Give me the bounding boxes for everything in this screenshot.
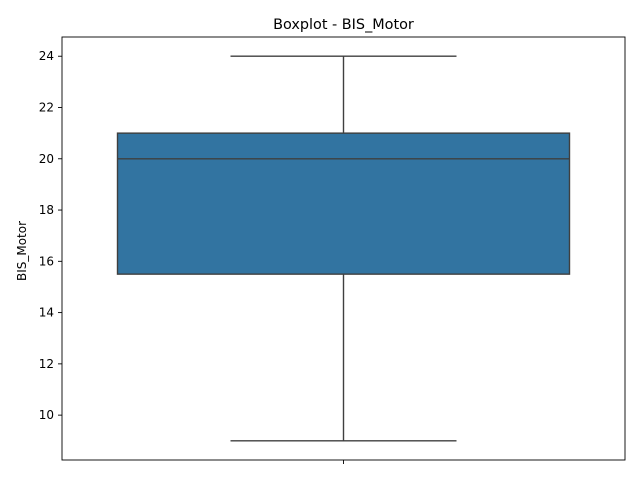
y-tick-label: 12 [39, 357, 54, 371]
y-axis-label: BIS_Motor [15, 221, 29, 281]
iqr-box [116, 132, 571, 275]
y-tick-label: 14 [39, 306, 54, 320]
y-tick-label: 22 [39, 101, 54, 115]
y-tick-label: 18 [39, 203, 54, 217]
y-tick-label: 24 [39, 49, 54, 63]
y-tick-label: 16 [39, 254, 54, 268]
y-tick-label: 20 [39, 152, 54, 166]
y-tick-label: 10 [39, 408, 54, 422]
chart-title: Boxplot - BIS_Motor [273, 17, 414, 33]
plot-area: 10 12 14 16 18 20 22 24 [39, 36, 626, 464]
